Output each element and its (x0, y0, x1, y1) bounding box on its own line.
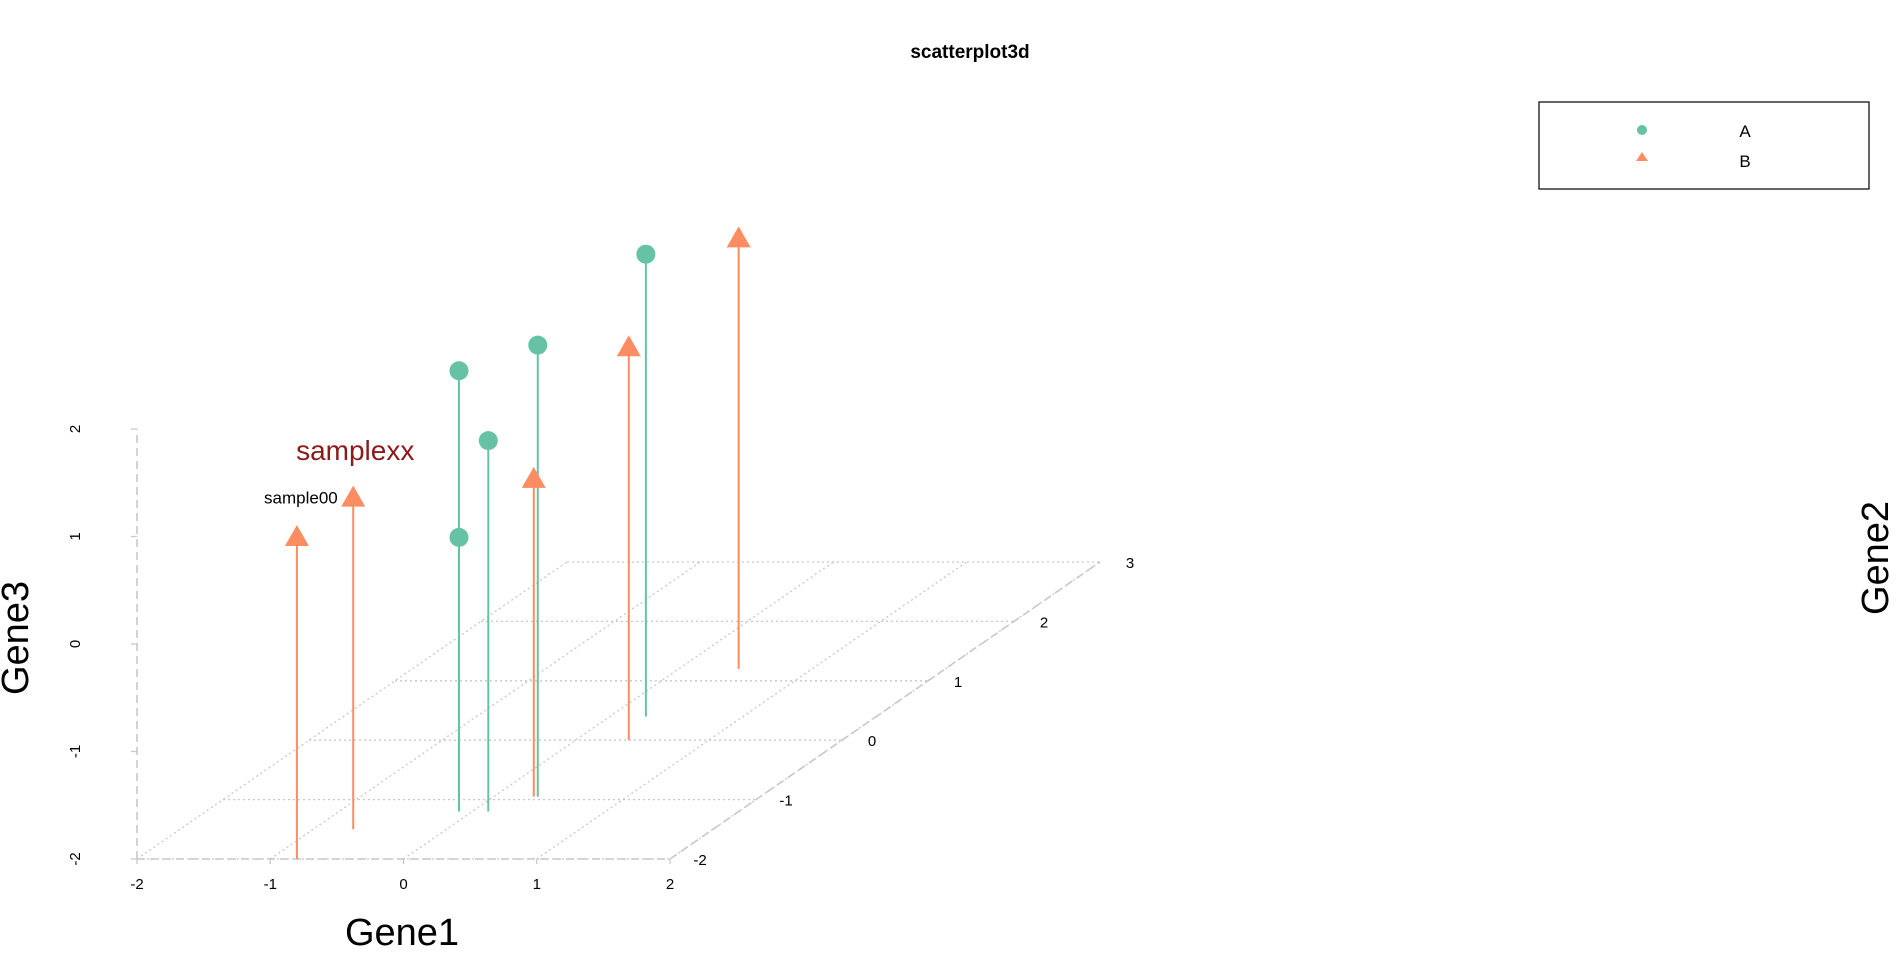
y-tick-label-4: 2 (1040, 614, 1048, 631)
grid-line-x-3 (536, 561, 968, 860)
annotation-samplexx: samplexx (296, 435, 414, 466)
y-tick-label-1: -1 (779, 793, 792, 810)
y-axis-line (669, 561, 1101, 860)
x-tick-label-4: 2 (666, 876, 674, 893)
point-a-0 (449, 361, 469, 381)
legend-box (1538, 101, 1870, 190)
y-axis-title: Gene2 (1855, 501, 1897, 615)
grid-line-x-1 (269, 561, 701, 860)
x-tick-label-0: -2 (130, 876, 143, 893)
point-a-2 (528, 335, 548, 355)
legend: A B (1538, 101, 1870, 190)
drop-lines (295, 238, 740, 859)
floor-grid (136, 561, 1101, 860)
legend-marker-b (1636, 152, 1648, 161)
legend-label-b: B (1739, 152, 1750, 171)
y-tick-label-3: 1 (954, 674, 962, 691)
z-tick-label-3: 1 (67, 532, 84, 540)
z-tick-label-0: -2 (67, 852, 84, 865)
annotation-sample00: sample00 (264, 489, 338, 508)
grid-line-x-2 (403, 561, 834, 860)
z-tick-label-4: 2 (67, 425, 84, 433)
x-tick-label-2: 0 (399, 876, 407, 893)
y-tick-label-2: 0 (868, 733, 876, 750)
y-tick-label-0: -2 (693, 852, 706, 869)
grid-line-x-0 (136, 561, 568, 860)
x-tick-label-3: 1 (533, 876, 541, 893)
legend-marker-a (1637, 125, 1647, 135)
z-tick-label-2: 0 (67, 640, 84, 648)
point-a-1 (449, 527, 469, 547)
legend-label-a: A (1739, 122, 1751, 141)
point-a-4 (636, 244, 656, 264)
x-tick-label-1: -1 (264, 876, 277, 893)
x-axis-title: Gene1 (345, 912, 459, 954)
point-b-2 (521, 466, 546, 488)
y-tick-label-5: 3 (1126, 555, 1134, 572)
chart-title: scatterplot3d (910, 42, 1029, 63)
point-b-3 (616, 335, 641, 357)
point-a-3 (478, 431, 498, 451)
point-b-1 (284, 524, 309, 546)
point-b-0 (341, 485, 366, 507)
axes: -2 -1 0 1 2 -2 -1 0 1 2 3 -2 -1 0 1 2 (67, 425, 1134, 893)
z-tick-label-1: -1 (67, 745, 84, 758)
data-points (284, 226, 751, 547)
z-axis-title: Gene3 (0, 581, 37, 695)
point-b-4 (726, 226, 751, 248)
annotations: sample00 samplexx (264, 435, 414, 507)
